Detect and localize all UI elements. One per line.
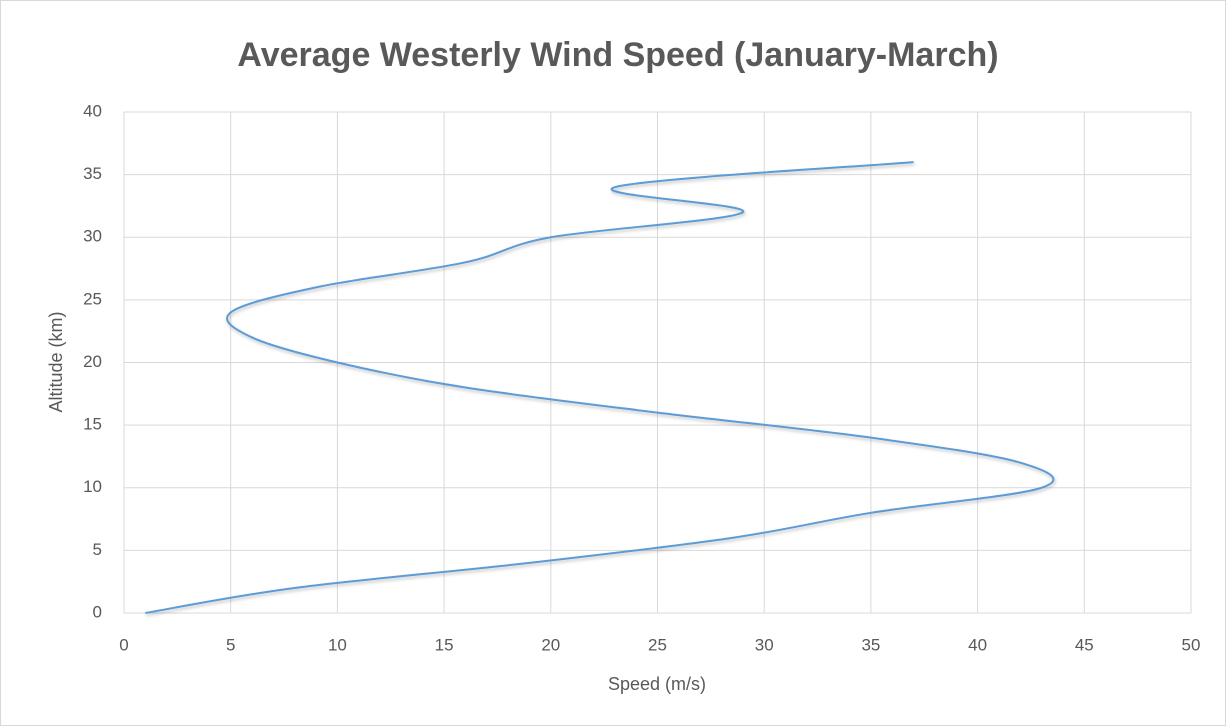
y-tick-label: 40 (83, 101, 102, 120)
y-tick-label: 15 (83, 415, 102, 434)
y-tick-label: 5 (93, 540, 102, 559)
x-axis-label: Speed (m/s) (608, 674, 706, 694)
y-tick-label: 10 (83, 477, 102, 496)
x-tick-label: 30 (755, 635, 774, 654)
chart-title: Average Westerly Wind Speed (January-Mar… (237, 36, 998, 74)
x-tick-label: 35 (861, 635, 880, 654)
x-tick-label: 40 (968, 635, 987, 654)
x-tick-label: 10 (328, 635, 347, 654)
y-tick-label: 25 (83, 289, 102, 308)
x-tick-label: 15 (435, 635, 454, 654)
x-tick-label: 0 (119, 635, 128, 654)
y-tick-label: 0 (93, 602, 102, 621)
x-tick-label: 20 (541, 635, 560, 654)
y-tick-label: 35 (83, 164, 102, 183)
x-tick-label: 50 (1182, 635, 1201, 654)
data-line (145, 161, 1055, 614)
x-tick-label: 45 (1075, 635, 1094, 654)
x-tick-label: 25 (648, 635, 667, 654)
y-tick-label: 20 (83, 352, 102, 371)
y-axis-label: Altitude (km) (46, 311, 66, 412)
y-tick-label: 30 (83, 227, 102, 246)
x-tick-label: 5 (226, 635, 235, 654)
